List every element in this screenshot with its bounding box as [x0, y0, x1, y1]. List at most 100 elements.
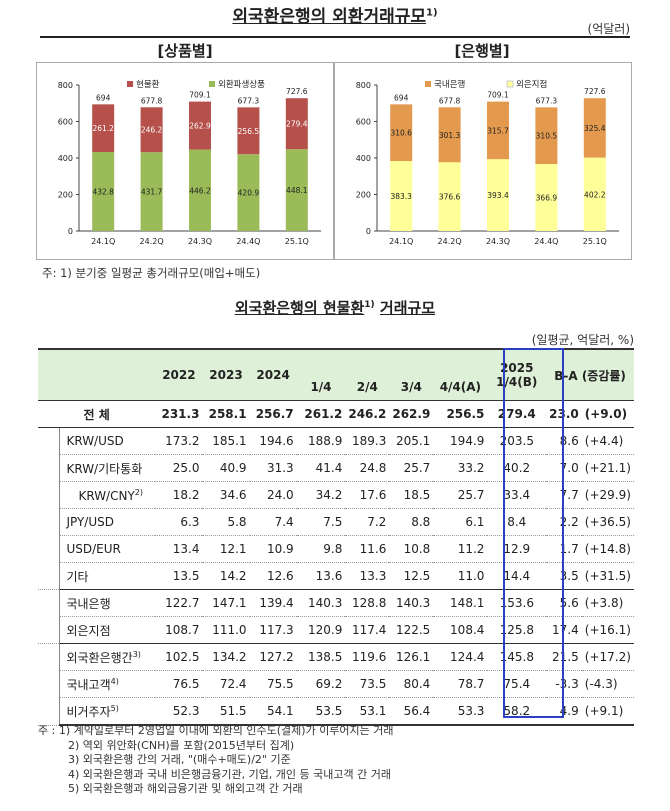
cell: 145.8: [487, 643, 547, 671]
cell: 124.4: [433, 643, 488, 671]
chart-product-svg: 0 200 400 600 800 현물환 외환파생상품 432.8 261.2 694 24.1Q…: [58, 79, 321, 246]
cell: 31.3: [249, 454, 297, 482]
cell: 52.3: [155, 697, 203, 726]
y-tick-label: 0: [68, 227, 73, 236]
cell-change: 17.4: [546, 616, 582, 644]
bar-derivatives: [189, 149, 211, 231]
cell: 25.0: [155, 454, 203, 482]
cell: 18.5: [389, 481, 434, 509]
cell: 205.1: [389, 427, 434, 455]
cell: 41.4: [296, 454, 346, 482]
cell-pct: (+16.1): [581, 616, 634, 644]
cell: 33.4: [487, 481, 547, 509]
cell: 119.6: [345, 643, 390, 671]
cell-pct: (+3.8): [581, 589, 634, 617]
header-2024: 2024: [249, 348, 297, 401]
data-label: 246.2: [141, 126, 163, 135]
bar-foreign-branch: [438, 162, 461, 231]
cell: 51.5: [202, 697, 250, 726]
table-row: KRW/기타통화 25.0 40.9 31.3 41.4 24.8 25.7 33.2 40.2…: [38, 454, 634, 482]
footnote-3: 3) 외국환은행 간의 거래, "(매수+매도)/2" 기준: [68, 753, 291, 766]
section-title-bank: [은행별]: [454, 42, 510, 60]
cell: 75.4: [487, 670, 547, 698]
bar-domestic-bank: [438, 107, 461, 163]
header-change: B-A (증감률): [546, 348, 634, 401]
cell-pct: (+17.2): [581, 643, 634, 671]
cell: 73.5: [345, 670, 390, 698]
page-title-text: 외국환은행의 외환거래규모: [232, 7, 427, 27]
bar-foreign-branch: [583, 157, 606, 231]
y-tick-label: 400: [58, 154, 73, 163]
table-row: KRW/USD 173.2 185.1 194.6 188.9 189.3 205.1 194…: [38, 427, 634, 590]
table-row: 외국환은행간3) 102.5 134.2 127.2 138.5 119.6 126.1 12…: [38, 643, 634, 726]
cell-change: 1.7: [546, 535, 582, 563]
y-tick-label: 600: [58, 118, 73, 127]
cell: 127.2: [249, 643, 297, 671]
cell: 40.2: [487, 454, 547, 482]
page-title: 외국환은행의 외환거래규모1): [0, 2, 670, 27]
cell: 12.1: [202, 535, 250, 563]
cell: 6.1: [433, 508, 488, 536]
cell: 153.6: [487, 589, 547, 617]
total-label: 694: [96, 93, 111, 102]
y-tick-label: 0: [366, 227, 371, 236]
footnote-1: 주 : 1) 계약일로부터 2영업일 이내에 외환의 인수도(결제)가 이루어지…: [38, 724, 394, 737]
cell: 24.8: [345, 454, 390, 482]
table-row: 비거주자5) 52.3 51.5 54.1 53.5 53.1 56.4 53.3 58.2 4.…: [38, 697, 634, 726]
table-title: 외국환은행의 현물환1) 거래규모: [0, 297, 670, 318]
bar-domestic-bank: [535, 107, 558, 165]
legend-swatch: [425, 81, 431, 87]
table-footnotes: 주 : 1) 계약일로부터 2영업일 이내에 외환의 인수도(결제)가 이루어지…: [38, 724, 394, 797]
cell: 7.2: [345, 508, 390, 536]
group-label-bank: [38, 589, 61, 644]
footnote-5: 5) 외국환은행과 해외금융기관 및 해외고객 간 거래: [68, 782, 303, 795]
cell: 72.4: [202, 670, 250, 698]
cell: 25.7: [389, 454, 434, 482]
cell: 126.1: [389, 643, 434, 671]
row-label: 국내고객4): [59, 670, 156, 698]
legend-swatch: [506, 80, 514, 88]
total-label: 709.1: [487, 91, 509, 100]
chart-bank: 0 200 400 600 800 국내은행 외은지점 383.3 310.6 694 24.1Q 3…: [334, 62, 632, 260]
x-tick-label: 25.1Q: [583, 237, 607, 246]
cell: 122.5: [389, 616, 434, 644]
table-row: 기타 13.5 14.2 12.6 13.6 13.3 12.5 11.0 14.4 3.5 (+3…: [38, 562, 634, 590]
row-label-footnote: 3): [132, 649, 141, 659]
row-label-text: 국내은행: [66, 596, 111, 611]
cell: 53.1: [345, 697, 390, 726]
section-title-product: [상품별]: [157, 42, 213, 60]
header-2023: 2023: [202, 348, 250, 401]
cell-change: 23.0: [546, 400, 582, 428]
cell: 10.9: [249, 535, 297, 563]
cell: 12.6: [249, 562, 297, 590]
cell: 10.8: [389, 535, 434, 563]
cell-change: 21.5: [546, 643, 582, 671]
data-label: 446.2: [189, 186, 211, 195]
data-label: 383.3: [390, 192, 412, 201]
row-label: 전 체: [38, 400, 156, 428]
cell: 102.5: [155, 643, 203, 671]
data-label: 325.4: [584, 124, 606, 133]
footnote-4: 4) 외국환은행과 국내 비은행금융기관, 기업, 개인 등 국내고객 간 거래: [68, 767, 391, 781]
cell-change: 7.7: [546, 481, 582, 509]
y-tick-label: 800: [356, 81, 371, 90]
x-tick-label: 24.2Q: [140, 237, 164, 246]
cell: 246.2: [345, 400, 390, 428]
cell: 203.5: [487, 427, 547, 455]
table-row: KRW/CNY2) 18.2 34.6 24.0 34.2 17.6 18.5 25.7 33.…: [38, 481, 634, 509]
table-title-rest: 거래규모: [379, 299, 436, 317]
cell: 12.9: [487, 535, 547, 563]
cell: 75.5: [249, 670, 297, 698]
cell: 128.8: [345, 589, 390, 617]
cell-pct: (+4.4): [581, 427, 634, 455]
row-label-text: KRW/기타통화: [66, 461, 143, 476]
cell-change: 8.6: [546, 427, 582, 455]
legend-label: 현물환: [136, 79, 160, 90]
cell: 140.3: [296, 589, 346, 617]
x-tick-label: 24.4Q: [534, 237, 558, 246]
table-header-row: 2022 2023 2024 1/4 2/4 3/4 4/4(A) 2025 1/…: [38, 348, 634, 401]
bar-derivatives: [92, 152, 115, 231]
y-tick-label: 400: [356, 154, 371, 163]
bar-spot: [189, 101, 211, 150]
cell-change: 3.5: [546, 562, 582, 590]
